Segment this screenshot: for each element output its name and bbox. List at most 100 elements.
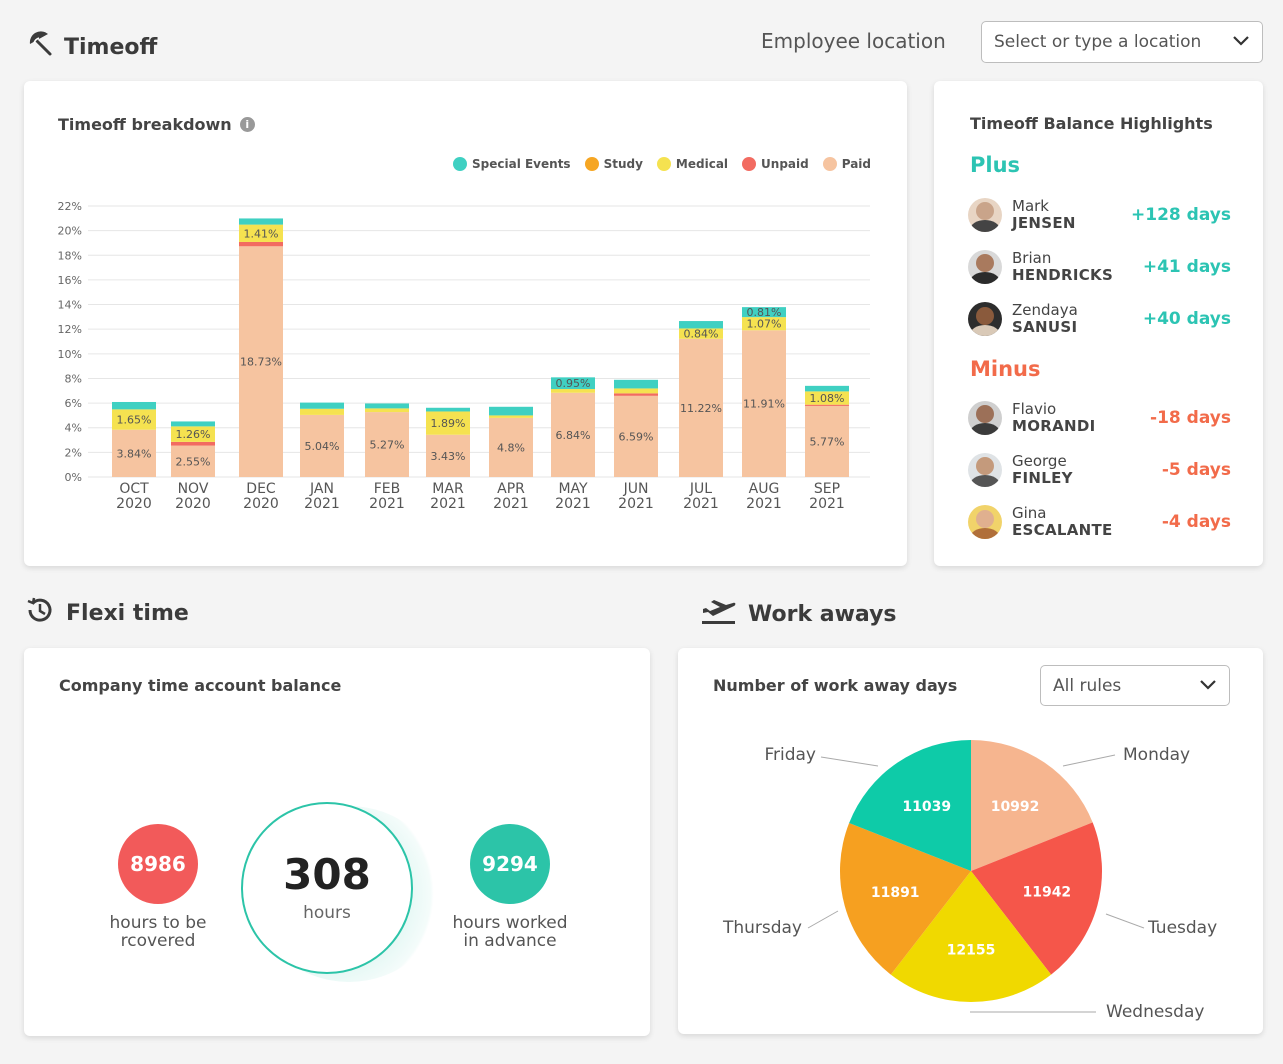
legend-item-unpaid[interactable]: Unpaid [742, 157, 809, 171]
bar-segment-special-events [614, 379, 658, 389]
x-tick-label: 2021 [304, 496, 340, 512]
umbrella-icon [26, 30, 54, 64]
balance-value: 308 [283, 850, 371, 899]
x-tick-label: 2020 [116, 496, 152, 512]
bar-segment-special-events [171, 421, 215, 427]
balance-highlights-card: Timeoff Balance Highlights Plus Mark JENS… [934, 81, 1263, 566]
bar-segment-medical [551, 389, 595, 393]
pie-value-label: 11039 [902, 799, 951, 815]
timeoff-title: Timeoff [64, 34, 158, 60]
info-icon[interactable]: i [239, 117, 255, 132]
bar-data-label: 5.04% [305, 440, 340, 453]
x-tick-label: 2021 [430, 496, 466, 512]
person-last-name: FINLEY [1012, 469, 1073, 487]
breakdown-title: Timeoff breakdown [58, 115, 232, 134]
x-tick-label: MAR [432, 481, 464, 497]
x-tick-label: 2021 [746, 496, 782, 512]
highlight-person-row[interactable]: George FINLEY -5 days [968, 450, 1231, 490]
y-tick-label: 12% [58, 323, 82, 336]
y-tick-label: 10% [58, 348, 82, 361]
y-tick-label: 16% [58, 274, 82, 287]
legend-item-special-events[interactable]: Special Events [453, 157, 571, 171]
highlight-person-row[interactable]: Brian HENDRICKS +41 days [968, 247, 1231, 287]
highlight-person-row[interactable]: Gina ESCALANTE -4 days [968, 502, 1231, 542]
bar-data-label: 18.73% [240, 356, 282, 369]
bar-segment-paid [742, 330, 786, 477]
bar-segment-paid [239, 246, 283, 477]
flexi-section-title: Flexi time [24, 594, 189, 632]
avatar [968, 401, 1002, 435]
minus-heading: Minus [970, 357, 1041, 381]
bar-data-label: 5.77% [810, 435, 845, 448]
bar-segment-special-events [679, 321, 723, 329]
pie-value-label: 11891 [871, 885, 920, 901]
person-days: -5 days [1161, 460, 1231, 480]
work-away-title: Number of work away days [713, 676, 958, 695]
person-last-name: MORANDI [1012, 417, 1096, 435]
legend-item-study[interactable]: Study [584, 157, 643, 171]
x-tick-label: 2021 [555, 496, 591, 512]
bar-segment-special-events [239, 218, 283, 225]
bar-segment-medical [300, 408, 344, 415]
location-select[interactable]: Select or type a location [981, 21, 1263, 63]
hours-to-recover-label: hours to be rcovered [109, 913, 207, 951]
timeoff-breakdown-card: Timeoff breakdown i Special Events Study… [24, 81, 907, 566]
x-tick-label: 2021 [809, 496, 845, 512]
bar-data-label: 0.81% [747, 306, 782, 319]
hours-in-advance-label: hours worked in advance [452, 913, 568, 951]
bar-segment-paid [614, 395, 658, 477]
x-tick-label: JUN [623, 481, 649, 497]
rules-select[interactable]: All rules [1040, 665, 1230, 706]
bar-segment-paid [171, 445, 215, 477]
flexi-title: Flexi time [66, 600, 189, 626]
chevron-down-icon [1199, 676, 1217, 696]
work-away-days-card: Number of work away days All rules 10992… [678, 648, 1263, 1034]
avatar [968, 505, 1002, 539]
workaway-section-title: Work aways [700, 596, 897, 632]
person-days: +128 days [1131, 205, 1231, 225]
person-first-name: Brian [1012, 249, 1052, 267]
bar-segment-medical [239, 224, 283, 242]
legend-item-medical[interactable]: Medical [656, 157, 728, 171]
bar-segment-special-events [300, 402, 344, 409]
workaway-title: Work aways [748, 601, 897, 627]
history-clock-icon [24, 594, 56, 632]
legend-item-paid[interactable]: Paid [822, 157, 871, 171]
person-first-name: Zendaya [1012, 301, 1078, 319]
highlight-person-row[interactable]: Zendaya SANUSI +40 days [968, 299, 1231, 339]
bar-segment-special-events [805, 385, 849, 392]
pie-category-label: Tuesday [1147, 918, 1217, 938]
bar-segment-paid [300, 414, 344, 477]
highlight-person-row[interactable]: Mark JENSEN +128 days [968, 195, 1231, 235]
x-tick-label: 2020 [243, 496, 279, 512]
breakdown-title-row: Timeoff breakdown i [58, 115, 255, 134]
avatar [968, 198, 1002, 232]
x-tick-label: SEP [814, 481, 840, 497]
bar-data-label: 0.95% [556, 377, 591, 390]
bar-segment-medical [426, 411, 470, 435]
person-last-name: JENSEN [1012, 214, 1076, 232]
pie-category-label: Friday [764, 745, 816, 765]
x-tick-label: 2021 [618, 496, 654, 512]
bar-segment-special-events [489, 406, 533, 416]
person-first-name: Mark [1012, 197, 1049, 215]
y-tick-label: 22% [58, 200, 82, 213]
x-tick-label: 2021 [683, 496, 719, 512]
bar-segment-unpaid [614, 393, 658, 396]
bar-data-label: 2.55% [176, 455, 211, 468]
person-days: -18 days [1150, 408, 1231, 428]
time-account-title: Company time account balance [59, 676, 342, 695]
highlight-person-row[interactable]: Flavio MORANDI -18 days [968, 398, 1231, 438]
bar-segment-paid [805, 405, 849, 477]
y-tick-label: 6% [65, 397, 82, 410]
pie-slice-friday [849, 740, 971, 871]
x-tick-label: FEB [374, 481, 401, 497]
pie-leader-line [1062, 754, 1116, 767]
person-days: -4 days [1161, 512, 1231, 532]
x-tick-label: 2021 [493, 496, 529, 512]
x-tick-label: JAN [309, 481, 334, 497]
employee-location-label: Employee location [761, 29, 946, 53]
avatar [968, 453, 1002, 487]
y-tick-label: 4% [65, 422, 82, 435]
bar-segment-special-events [426, 407, 470, 412]
